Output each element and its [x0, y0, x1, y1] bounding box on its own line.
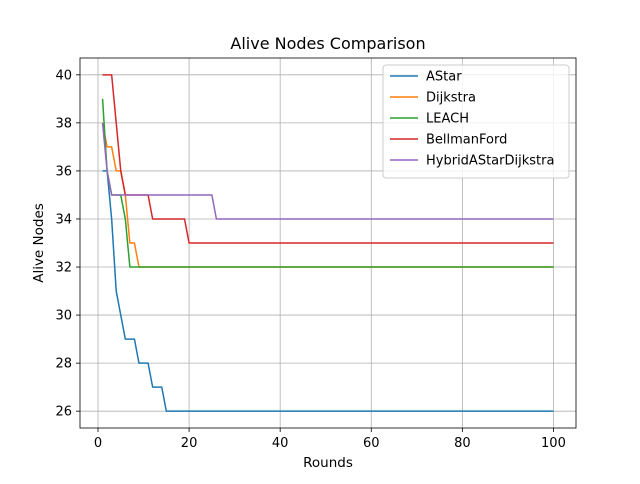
legend-label: Dijkstra: [426, 91, 476, 106]
legend-label: BellmanFord: [426, 133, 507, 148]
series-line-astar: [102, 170, 554, 412]
x-tick-label: 20: [181, 436, 198, 451]
y-tick-label: 40: [55, 68, 72, 83]
x-tick-label: 100: [541, 436, 566, 451]
y-tick-label: 30: [55, 309, 72, 324]
x-tick-label: 60: [363, 436, 380, 451]
x-tick-label: 40: [272, 436, 289, 451]
legend-label: HybridAStarDijkstra: [426, 154, 554, 169]
legend-box: [382, 64, 570, 179]
x-axis-label: Rounds: [303, 455, 353, 471]
x-tick-label: 80: [454, 436, 471, 451]
y-tick-label: 32: [55, 261, 72, 276]
y-tick-label: 26: [55, 405, 72, 420]
chart-title: Alive Nodes Comparison: [230, 34, 425, 53]
y-tick-label: 36: [55, 164, 72, 179]
legend: AStar Dijkstra LEACH BellmanFord HybridAStar…: [382, 64, 570, 179]
series-line-hybridastardijkstra: [101, 122, 554, 220]
legend-label: LEACH: [426, 112, 469, 127]
plot-frame: [79, 57, 577, 429]
x-tick-label: 0: [94, 436, 102, 451]
y-tick-label: 28: [55, 357, 72, 372]
y-axis-label: Alive Nodes: [31, 203, 47, 283]
y-tick-label: 34: [55, 212, 72, 227]
y-tick-label: 38: [55, 116, 72, 131]
legend-label: AStar: [426, 70, 462, 85]
